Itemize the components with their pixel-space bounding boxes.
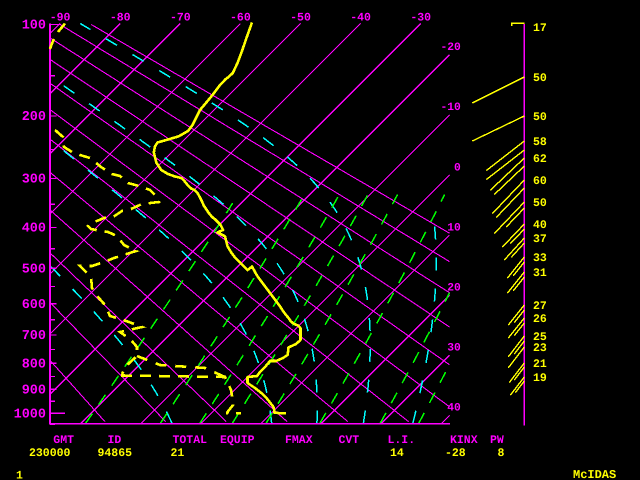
svg-text:50: 50 (533, 197, 547, 210)
svg-text:8: 8 (498, 447, 505, 460)
svg-text:21: 21 (533, 358, 547, 371)
svg-text:50: 50 (533, 111, 547, 124)
svg-text:94865: 94865 (98, 447, 133, 460)
svg-text:FMAX: FMAX (285, 434, 313, 447)
svg-text:25: 25 (533, 331, 547, 344)
svg-text:0: 0 (454, 162, 461, 174)
svg-text:-80: -80 (110, 12, 131, 25)
svg-text:40: 40 (447, 403, 461, 415)
svg-text:23: 23 (533, 342, 547, 355)
svg-text:400: 400 (22, 222, 46, 237)
svg-text:230000: 230000 (29, 447, 71, 460)
svg-text:-40: -40 (350, 12, 371, 25)
svg-text:-28: -28 (445, 447, 466, 460)
svg-text:58: 58 (533, 136, 547, 149)
svg-text:-90: -90 (50, 12, 71, 25)
svg-text:33: 33 (533, 252, 547, 265)
svg-text:300: 300 (22, 173, 46, 188)
svg-text:500: 500 (22, 262, 46, 277)
svg-text:20: 20 (447, 283, 461, 295)
svg-text:-10: -10 (440, 102, 461, 114)
svg-text:KINX: KINX (450, 434, 478, 447)
svg-text:19: 19 (533, 372, 547, 385)
svg-text:-60: -60 (230, 12, 251, 25)
svg-text:-50: -50 (290, 12, 311, 25)
svg-text:1000: 1000 (14, 407, 46, 422)
svg-text:700: 700 (22, 329, 46, 344)
svg-text:-70: -70 (170, 12, 191, 25)
svg-text:37: 37 (533, 233, 547, 246)
svg-text:PW: PW (490, 434, 504, 447)
svg-text:800: 800 (22, 358, 46, 373)
svg-text:GMT: GMT (53, 434, 74, 447)
svg-text:ID: ID (108, 434, 122, 447)
svg-text:26: 26 (533, 313, 547, 326)
svg-text:1: 1 (16, 470, 23, 480)
svg-text:50: 50 (533, 72, 547, 85)
svg-text:-20: -20 (440, 42, 461, 54)
svg-text:21: 21 (171, 447, 185, 460)
svg-text:TOTAL: TOTAL (173, 434, 208, 447)
svg-text:600: 600 (22, 298, 46, 313)
svg-text:10: 10 (447, 222, 461, 234)
svg-text:30: 30 (447, 343, 461, 355)
svg-text:CVT: CVT (339, 434, 360, 447)
svg-text:17: 17 (533, 22, 547, 35)
svg-text:-30: -30 (410, 12, 431, 25)
svg-text:60: 60 (533, 175, 547, 188)
svg-text:62: 62 (533, 153, 547, 166)
svg-text:31: 31 (533, 267, 547, 280)
svg-text:200: 200 (22, 110, 46, 125)
svg-text:L.I.: L.I. (388, 434, 416, 447)
svg-text:40: 40 (533, 219, 547, 232)
svg-text:14: 14 (390, 447, 404, 460)
svg-text:100: 100 (22, 19, 46, 34)
svg-text:900: 900 (22, 383, 46, 398)
svg-text:McIDAS: McIDAS (573, 468, 616, 480)
svg-text:27: 27 (533, 300, 547, 313)
svg-text:EQUIP: EQUIP (220, 434, 255, 447)
